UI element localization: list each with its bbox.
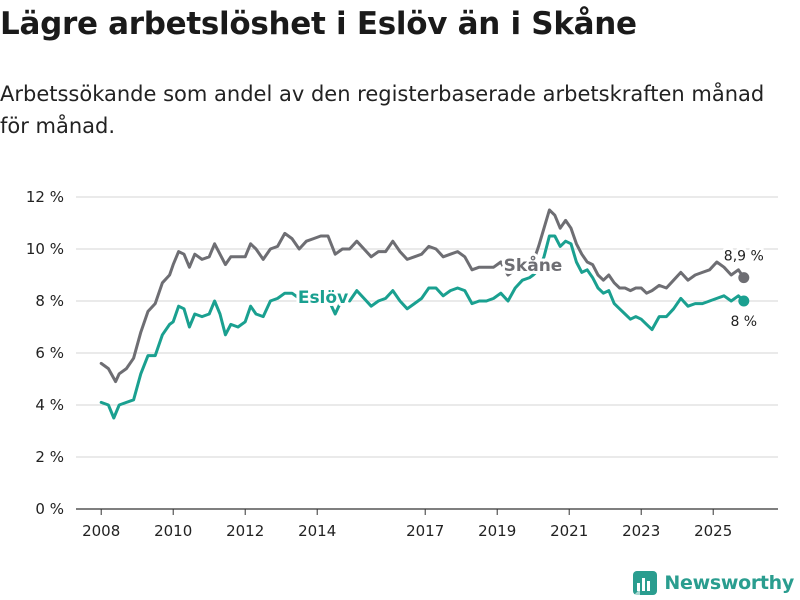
end-point-skane [738,272,750,284]
end-point-eslov [738,295,750,307]
x-tick-label: 2021 [550,522,588,540]
x-tick-label: 2019 [478,522,516,540]
x-tick-label: 2017 [406,522,444,540]
end-value-skane-halo: 8,9 % [724,249,764,265]
series-lines [99,208,750,420]
newsworthy-logo: Newsworthy [632,569,794,597]
y-tick-label: 0 % [35,500,64,518]
y-tick-label: 12 % [26,188,64,206]
newsworthy-logo-text: Newsworthy [664,572,794,594]
end-value-eslov-halo: 8 % [730,314,757,330]
x-tick-label: 2012 [226,522,264,540]
series-label-eslov-halo: Eslöv [298,288,348,308]
x-tick-label: 2014 [298,522,336,540]
x-tick-label: 2023 [622,522,660,540]
gridlines [76,196,778,458]
x-axis: 2008 2010 2012 2014 2017 2019 2021 2023 2025 [76,508,778,540]
end-value-skane: 8,9 % [724,249,764,265]
y-tick-label: 10 % [26,240,64,258]
series-label-eslov: Eslöv [298,288,348,308]
x-tick-label: 2008 [82,522,120,540]
series-line-eslov [99,234,746,420]
chart-subtitle: Arbetssökande som andel av den registerb… [0,82,765,138]
series-label-skane-halo: Skåne [504,254,563,276]
series-line-skane [99,208,746,384]
x-tick-label: 2010 [154,522,192,540]
end-value-eslov: 8 % [730,314,757,330]
y-tick-label: 4 % [35,396,64,414]
y-tick-label: 6 % [35,344,64,362]
y-tick-label: 2 % [35,448,64,466]
x-tick-label: 2025 [694,522,732,540]
chart-title: Lägre arbetslöshet i Eslöv än i Skåne [0,6,637,42]
y-tick-label: 8 % [35,292,64,310]
y-axis-ticks: 0 % 2 % 4 % 6 % 8 % 10 % 12 % [26,188,64,518]
series-label-skane: Skåne [504,254,563,276]
newsworthy-logo-icon [633,571,658,595]
